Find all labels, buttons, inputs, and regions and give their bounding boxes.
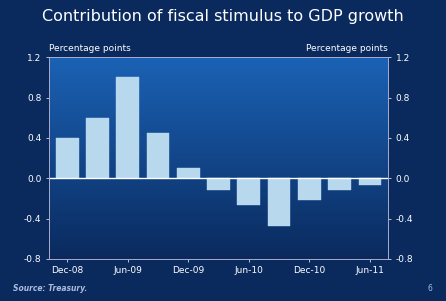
Text: Percentage points: Percentage points — [306, 44, 388, 53]
Text: Percentage points: Percentage points — [49, 44, 131, 53]
Bar — [207, 178, 230, 190]
Bar — [298, 178, 321, 200]
Bar — [86, 118, 109, 178]
Text: Source: Treasury.: Source: Treasury. — [13, 284, 87, 293]
Bar — [147, 133, 169, 178]
Bar — [116, 77, 139, 178]
Bar — [177, 168, 200, 178]
Bar — [268, 178, 290, 225]
Bar — [237, 178, 260, 205]
Bar — [56, 138, 78, 178]
Text: Contribution of fiscal stimulus to GDP growth: Contribution of fiscal stimulus to GDP g… — [42, 9, 404, 24]
Text: 6: 6 — [428, 284, 433, 293]
Bar — [359, 178, 381, 185]
Bar — [328, 178, 351, 190]
